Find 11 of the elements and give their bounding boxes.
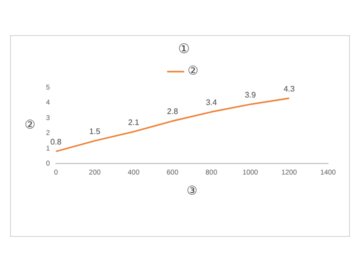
data-label: 3.4 — [206, 98, 218, 108]
data-label: 4.3 — [284, 84, 296, 94]
data-label: 2.1 — [128, 118, 140, 127]
y-axis-title: ② — [24, 118, 36, 132]
legend-label: ② — [188, 64, 198, 78]
data-label: 1.5 — [89, 127, 101, 136]
chart-title: ① — [178, 42, 190, 58]
data-label: 0.8 — [50, 138, 62, 147]
data-label: 2.8 — [166, 107, 179, 116]
x-axis-title: ③ — [186, 184, 198, 198]
data-label: 3.9 — [244, 90, 256, 100]
